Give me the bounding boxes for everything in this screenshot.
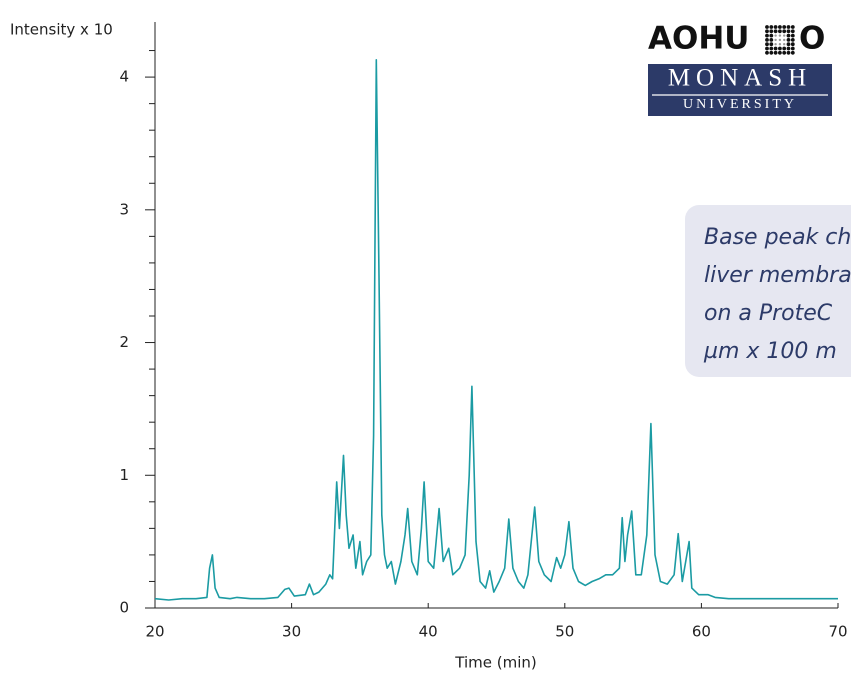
logo-dot <box>769 25 774 29</box>
logo-dot <box>765 29 769 34</box>
callout-text: Base peak ch <box>704 225 851 250</box>
y-axis-label: Intensity x 10 <box>10 21 113 39</box>
logo-dot <box>778 38 782 42</box>
logo-dot <box>783 38 786 42</box>
logo-dot <box>790 46 795 51</box>
logo-dot <box>786 29 791 34</box>
logo-dot <box>790 29 795 34</box>
callout-text: liver membra <box>704 263 851 288</box>
logo-dot <box>773 25 778 29</box>
logo-dot <box>769 46 774 51</box>
logo-dot <box>769 29 774 34</box>
logo-dot <box>769 50 774 55</box>
logo-text: AOHU <box>648 21 749 57</box>
logo-dot <box>790 25 795 29</box>
x-axis-label: Time (min) <box>454 654 536 672</box>
logo-text: UNIVERSITY <box>683 97 797 112</box>
logo-dot <box>778 46 782 51</box>
callout-text: on a ProteC <box>704 301 833 326</box>
logo-dot <box>774 38 777 42</box>
logo-dot <box>786 46 791 51</box>
logo-icon <box>765 25 795 55</box>
x-tick-label: 30 <box>282 623 301 641</box>
logo-dot <box>773 29 778 34</box>
logo-dot <box>786 25 791 29</box>
logo-dot <box>783 43 786 46</box>
logo-dot <box>783 34 786 37</box>
logo-dot <box>765 25 769 29</box>
logo-dot <box>790 33 795 38</box>
x-tick-label: 60 <box>692 623 711 641</box>
logo-dot <box>786 50 791 55</box>
logo-dot <box>765 46 769 51</box>
logo-dot <box>765 38 769 42</box>
logo-dot <box>778 25 782 29</box>
logo-dot <box>786 38 791 42</box>
x-tick-label: 40 <box>419 623 438 641</box>
callout: Base peak ch liver membra on a ProteC µm x … <box>703 225 851 364</box>
logo-dot <box>786 42 791 47</box>
logo-dot <box>782 50 787 55</box>
logo-dot <box>786 33 791 38</box>
x-tick-label: 50 <box>555 623 574 641</box>
logo-dot <box>778 34 782 37</box>
y-tick-label: 1 <box>119 466 129 484</box>
y-tick-label: 2 <box>119 333 129 351</box>
callout-box <box>685 205 851 377</box>
logo-dot <box>778 43 782 46</box>
x-tick-label: 70 <box>828 623 847 641</box>
logo-text: MONASH <box>668 65 812 92</box>
logo-dot <box>773 50 778 55</box>
logo-dot <box>782 29 787 34</box>
logo-dot <box>782 25 787 29</box>
logo-dot <box>782 46 787 51</box>
y-tick-label: 3 <box>119 200 129 218</box>
logo-dot <box>765 50 769 55</box>
x-tick-label: 20 <box>145 623 164 641</box>
logo-dot <box>773 46 778 51</box>
callout-text: µm x 100 m <box>703 339 837 364</box>
logo-text: O <box>799 21 825 57</box>
y-tick-label: 4 <box>119 68 129 86</box>
logo-dot <box>769 33 774 38</box>
logo-dot <box>774 34 777 37</box>
logo-dot <box>774 43 777 46</box>
logo-dot <box>790 50 795 55</box>
logo-dot <box>769 38 774 42</box>
y-tick-label: 0 <box>119 599 129 617</box>
logo-dot <box>765 42 769 47</box>
logo-box <box>648 64 832 116</box>
logo-dot <box>778 50 782 55</box>
logo-dot <box>778 29 782 34</box>
logo-dot <box>790 38 795 42</box>
logo-dot <box>790 42 795 47</box>
chromatogram-line <box>154 59 838 601</box>
logo: AOHU O MONASH UNIVERSITY <box>648 21 832 116</box>
logo-dot <box>769 42 774 47</box>
logo-dot <box>765 33 769 38</box>
